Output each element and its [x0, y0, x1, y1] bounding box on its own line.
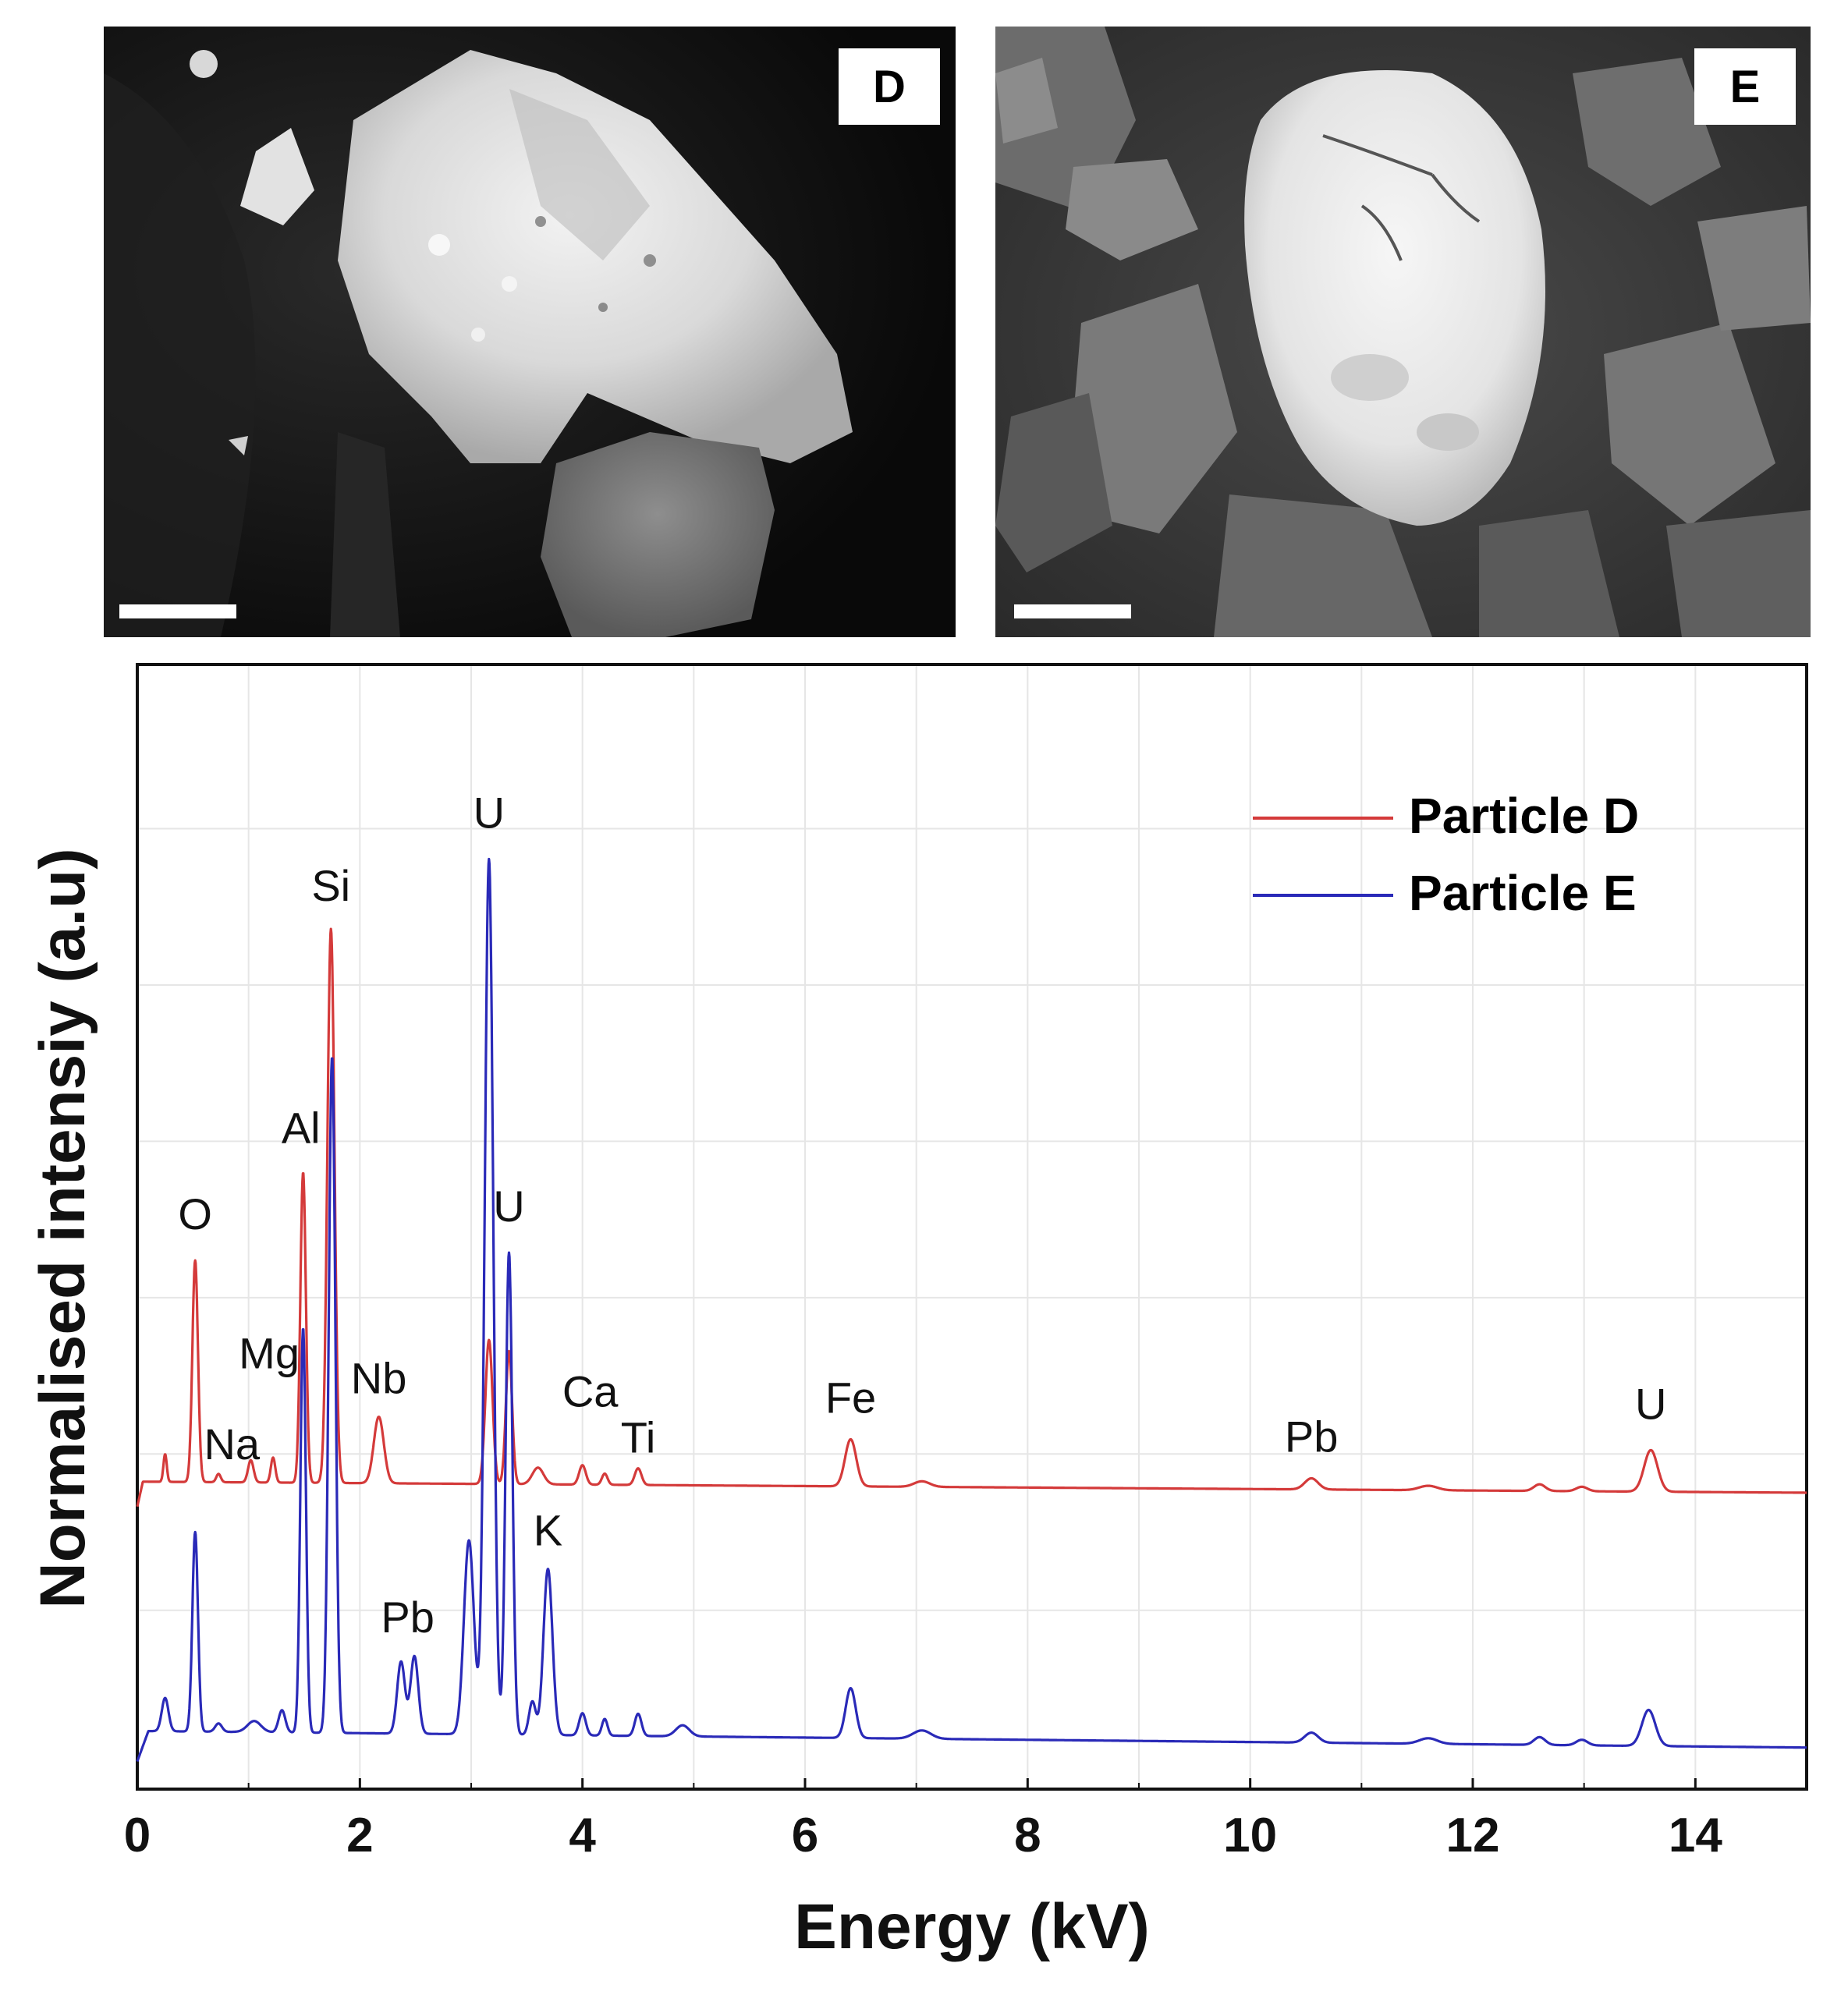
- peak-label: Pb: [381, 1593, 435, 1642]
- grid-layer: [139, 666, 1805, 1788]
- x-tick-label: 4: [569, 1809, 596, 1862]
- peak-label: Mg: [239, 1329, 300, 1378]
- plot-frame: [136, 663, 1808, 1791]
- peak-label: U: [493, 1182, 524, 1231]
- sem-image-d-graphic: [104, 27, 956, 637]
- series-line-particle-d: [136, 927, 1807, 1508]
- peak-label: Si: [311, 861, 350, 910]
- panel-label-d: D: [839, 48, 940, 125]
- peak-label: Nb: [351, 1354, 407, 1403]
- sem-image-d: D: [104, 27, 956, 637]
- peak-label: Ti: [621, 1413, 656, 1462]
- sem-image-e-graphic: [995, 27, 1811, 637]
- panel-label-e: E: [1694, 48, 1796, 125]
- x-tick-label: 10: [1223, 1809, 1277, 1862]
- peak-label: Fe: [825, 1373, 876, 1422]
- peak-label: U: [474, 788, 505, 837]
- x-tick-label: 14: [1669, 1809, 1722, 1862]
- sem-image-e: E: [995, 27, 1811, 637]
- scale-bar-d: [119, 604, 236, 618]
- peak-label: Na: [204, 1419, 260, 1469]
- x-tick-label: 2: [346, 1809, 373, 1862]
- legend-label-particle-d: Particle D: [1409, 788, 1639, 844]
- y-axis-label: Normalised intensiy (a.u): [27, 848, 98, 1608]
- peak-label: O: [178, 1189, 212, 1238]
- peak-label: U: [1635, 1379, 1666, 1428]
- legend-label-particle-e: Particle E: [1409, 865, 1637, 921]
- x-tick-label: 0: [124, 1809, 151, 1862]
- peak-label: Al: [282, 1103, 321, 1152]
- scale-bar-e: [1014, 604, 1131, 618]
- peak-label: K: [534, 1506, 562, 1555]
- series-layer: [136, 857, 1807, 1763]
- peak-label: Ca: [562, 1367, 619, 1416]
- peak-label: Pb: [1285, 1412, 1339, 1462]
- tick-layer: 0 2 4 6 8 10 12 14: [124, 1778, 1722, 1862]
- x-tick-label: 8: [1014, 1809, 1041, 1862]
- x-tick-label: 12: [1446, 1809, 1500, 1862]
- x-tick-label: 6: [792, 1809, 818, 1862]
- series-line-particle-e: [136, 857, 1807, 1763]
- legend: Particle D Particle E: [1253, 788, 1639, 921]
- x-axis-label: Energy (kV): [794, 1891, 1150, 1962]
